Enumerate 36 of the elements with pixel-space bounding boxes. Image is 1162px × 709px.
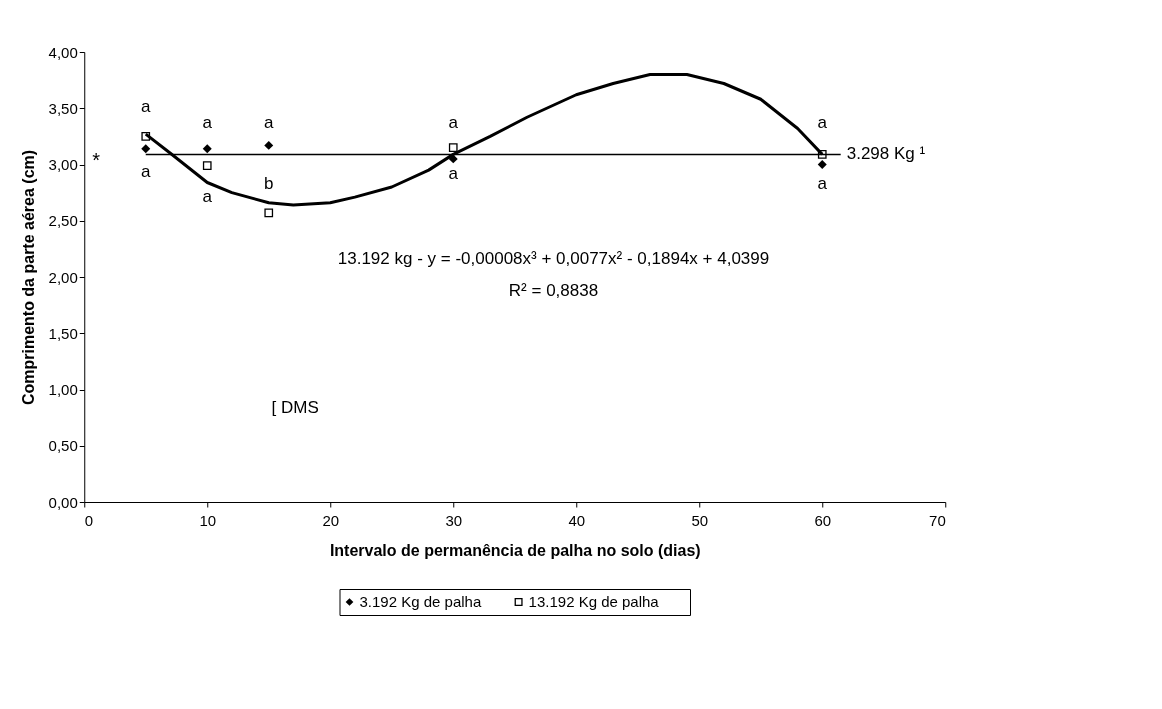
annotation: a — [264, 113, 275, 132]
y-tick-label: 2,00 — [48, 268, 78, 286]
legend-label: 13.192 Kg de palha — [528, 593, 660, 610]
y-tick-label: 4,00 — [48, 43, 78, 61]
y-tick-label: 0,50 — [48, 437, 78, 455]
annotation: a — [141, 162, 152, 181]
x-tick-label: 60 — [814, 511, 832, 529]
annotation: a — [202, 187, 213, 206]
y-tick-label: 3,00 — [48, 156, 78, 173]
x-axis-title: Intervalo de permanência de palha no solo (dias) — [329, 541, 701, 559]
annotation: a — [448, 113, 459, 132]
x-tick-label: 50 — [691, 511, 709, 529]
x-tick-label: 30 — [445, 511, 463, 529]
y-axis-title: Comprimento da parte aérea (cm) — [19, 149, 37, 406]
legend-label: 3.192 Kg de palha — [359, 593, 482, 610]
annotation: 3.298 Kg ¹ — [846, 144, 926, 164]
x-tick-label: 20 — [322, 511, 340, 529]
annotation: 13.192 kg - y = -0,00008x³ + 0,0077x² - 0,1894x + 4,0399 — [337, 249, 770, 268]
annotation: * — [92, 149, 101, 171]
annotation: a — [817, 174, 828, 193]
annotation: a — [202, 113, 213, 132]
x-tick-label: 40 — [568, 511, 586, 529]
annotation: b — [264, 174, 274, 193]
annotation: a — [817, 113, 828, 132]
x-tick-label: 10 — [199, 511, 217, 529]
x-tick-label: 0 — [84, 511, 94, 529]
y-tick-label: 3,50 — [48, 99, 78, 117]
annotation: a — [448, 164, 459, 183]
y-tick-label: 0,00 — [48, 493, 78, 511]
annotation: [ DMS — [271, 397, 319, 417]
y-tick-label: 1,50 — [48, 324, 78, 342]
annotation: R² = 0,8838 — [508, 280, 599, 300]
x-tick-label: 70 — [929, 511, 946, 529]
annotation: a — [141, 97, 152, 116]
y-tick-label: 2,50 — [48, 212, 78, 230]
y-tick-label: 1,00 — [48, 381, 78, 398]
